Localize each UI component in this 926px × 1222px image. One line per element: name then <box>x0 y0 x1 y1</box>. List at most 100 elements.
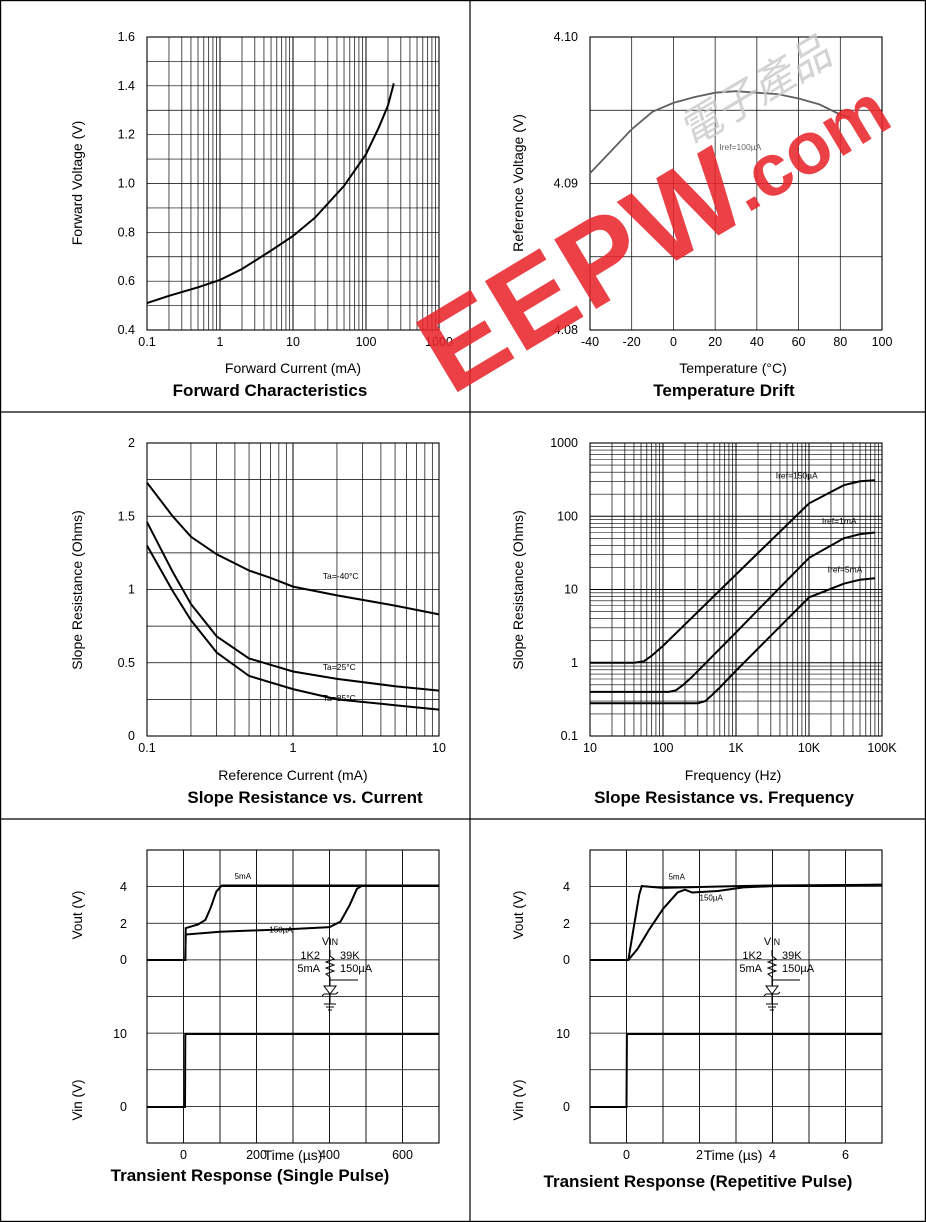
y-tick-label: 100 <box>557 509 578 523</box>
grid-slope_freq <box>590 443 882 736</box>
series-line-150A <box>590 883 883 961</box>
series-label: Iref=5mA <box>828 565 863 575</box>
x-tick-label: 400 <box>319 1148 340 1162</box>
x-tick-label: 20 <box>708 335 722 349</box>
plot-frame <box>146 442 440 737</box>
x-tick-label: 100 <box>653 741 674 755</box>
circuit-r2-label: 39K <box>782 950 802 962</box>
y-tick-label: 0.5 <box>118 656 135 670</box>
grid-transient_single <box>147 850 440 1143</box>
y-axis-label: Reference Voltage (V) <box>510 114 526 252</box>
resistor-symbol <box>324 955 336 978</box>
y-tick-label: 10 <box>564 583 578 597</box>
x-axis-label: Time (µs) <box>704 1147 763 1163</box>
x-tick-label: 100 <box>356 335 377 349</box>
zener-diode-symbol <box>765 985 779 995</box>
y-tick-label: 1.6 <box>118 30 135 44</box>
y-tick-label: 1 <box>571 656 578 670</box>
y-tick-label-vin: 10 <box>113 1027 127 1041</box>
x-tick-label: 1 <box>217 335 224 349</box>
series-label: Iref=100µA <box>719 142 761 152</box>
x-tick-label: 10 <box>432 741 446 755</box>
y-tick-label: 4 <box>120 880 127 894</box>
grid-transient_repetitive <box>590 850 883 1143</box>
circuit-diagram <box>763 950 800 1011</box>
plot-frame <box>589 442 883 737</box>
plot-frame <box>589 849 883 1144</box>
x-tick-label: 100 <box>872 335 893 349</box>
x-axis-label: Temperature (°C) <box>679 360 787 376</box>
y-tick-label: 2 <box>563 917 570 931</box>
x-tick-label: 200 <box>246 1148 267 1162</box>
y-tick-label-vin: 0 <box>120 1100 127 1114</box>
x-tick-label: 4 <box>769 1148 776 1162</box>
circuit-vin-label: VIN <box>322 936 338 948</box>
x-tick-label: 60 <box>792 335 806 349</box>
x-axis-label: Time (µs) <box>264 1147 323 1163</box>
plot-frame <box>146 849 440 1144</box>
chart-temp: -40 -20 0 20 40 60 80 100 4.08 4.09 4.10 Iref=100µA… <box>510 30 892 400</box>
series-line-Vin <box>147 1033 439 1108</box>
circuit-vin-label: VIN <box>764 936 780 948</box>
chart-title: Transient Response (Single Pulse) <box>111 1166 390 1185</box>
y-tick-label: 1.0 <box>118 177 135 191</box>
y-axis-label: Forward Voltage (V) <box>69 121 85 246</box>
y-tick-label: 2 <box>120 917 127 931</box>
x-tick-label: 10 <box>286 335 300 349</box>
x-tick-label: 0.1 <box>138 335 155 349</box>
series-label: Ta=-40°C <box>323 571 359 581</box>
x-tick-label: 10K <box>798 741 821 755</box>
series-label: Iref=1mA <box>822 516 857 526</box>
chart-slope_current: 0.1 1 10 0 0.5 1 1.5 2 Ta=-40°C Ta=25°C Ta=85°C Slo… <box>69 436 446 807</box>
y-tick-label-vin: 10 <box>556 1027 570 1041</box>
circuit-diagram <box>321 950 358 1011</box>
x-tick-label: 1000 <box>425 335 453 349</box>
series-line-Iref5mA <box>590 577 875 705</box>
x-tick-label: 0 <box>670 335 677 349</box>
series-line-Iref100A <box>589 90 851 174</box>
plot-frame <box>146 36 440 331</box>
x-tick-label: 80 <box>833 335 847 349</box>
y-tick-label: 0.8 <box>118 225 135 239</box>
x-tick-label: 10 <box>583 741 597 755</box>
y-axis-label: Slope Resistance (Ohms) <box>510 510 526 670</box>
circuit-i1-label: 5mA <box>297 963 320 975</box>
y-axis-label: Vout (V) <box>70 891 85 940</box>
x-tick-label: -40 <box>581 335 599 349</box>
x-tick-label: 0.1 <box>138 741 155 755</box>
x-tick-label: 40 <box>750 335 764 349</box>
chart-slope_freq: 10 100 1K 10K 100K 0.1 1 10 100 1000 Iref=150µA Ire… <box>510 436 897 807</box>
series-label: 150µA <box>269 926 293 935</box>
x-tick-label: 6 <box>842 1148 849 1162</box>
ground-symbol <box>766 1003 778 1011</box>
charts: 0.1 1 10 100 10000.40.60.81.01.21.41.6Forwar… <box>69 30 897 1191</box>
y-axis-label-vin: Vin (V) <box>70 1079 85 1120</box>
ground-symbol <box>324 1003 336 1011</box>
resistor-symbol <box>766 955 778 978</box>
grid-forward <box>147 37 439 330</box>
chart-title: Temperature Drift <box>653 381 795 400</box>
y-tick-label: 1.5 <box>118 509 135 523</box>
y-tick-label: 4.08 <box>554 323 578 337</box>
x-tick-label: 1K <box>728 741 744 755</box>
circuit-r1-label: 1K2 <box>742 950 762 962</box>
y-tick-label: 1 <box>128 583 135 597</box>
chart-title: Forward Characteristics <box>173 381 368 400</box>
x-tick-label: 0 <box>180 1148 187 1162</box>
series-line-Ta25C <box>146 521 440 692</box>
series-line-150A <box>147 884 439 961</box>
y-axis-label-vin: Vin (V) <box>511 1079 526 1120</box>
y-axis-label: Vout (V) <box>511 891 526 940</box>
series-label: 5mA <box>668 873 685 882</box>
grid-slope_current <box>147 443 439 736</box>
series-label: Ta=85°C <box>323 693 356 703</box>
y-tick-label: 0 <box>128 729 135 743</box>
series-line-Vin <box>590 1033 882 1108</box>
y-tick-label: 1.4 <box>118 79 135 93</box>
chart-transient_single: 0 200 400 600 0 2 4 0 10 5mA 150µA Vout (V) Vin (V) V… <box>70 849 440 1185</box>
y-tick-label: 0.1 <box>561 729 578 743</box>
